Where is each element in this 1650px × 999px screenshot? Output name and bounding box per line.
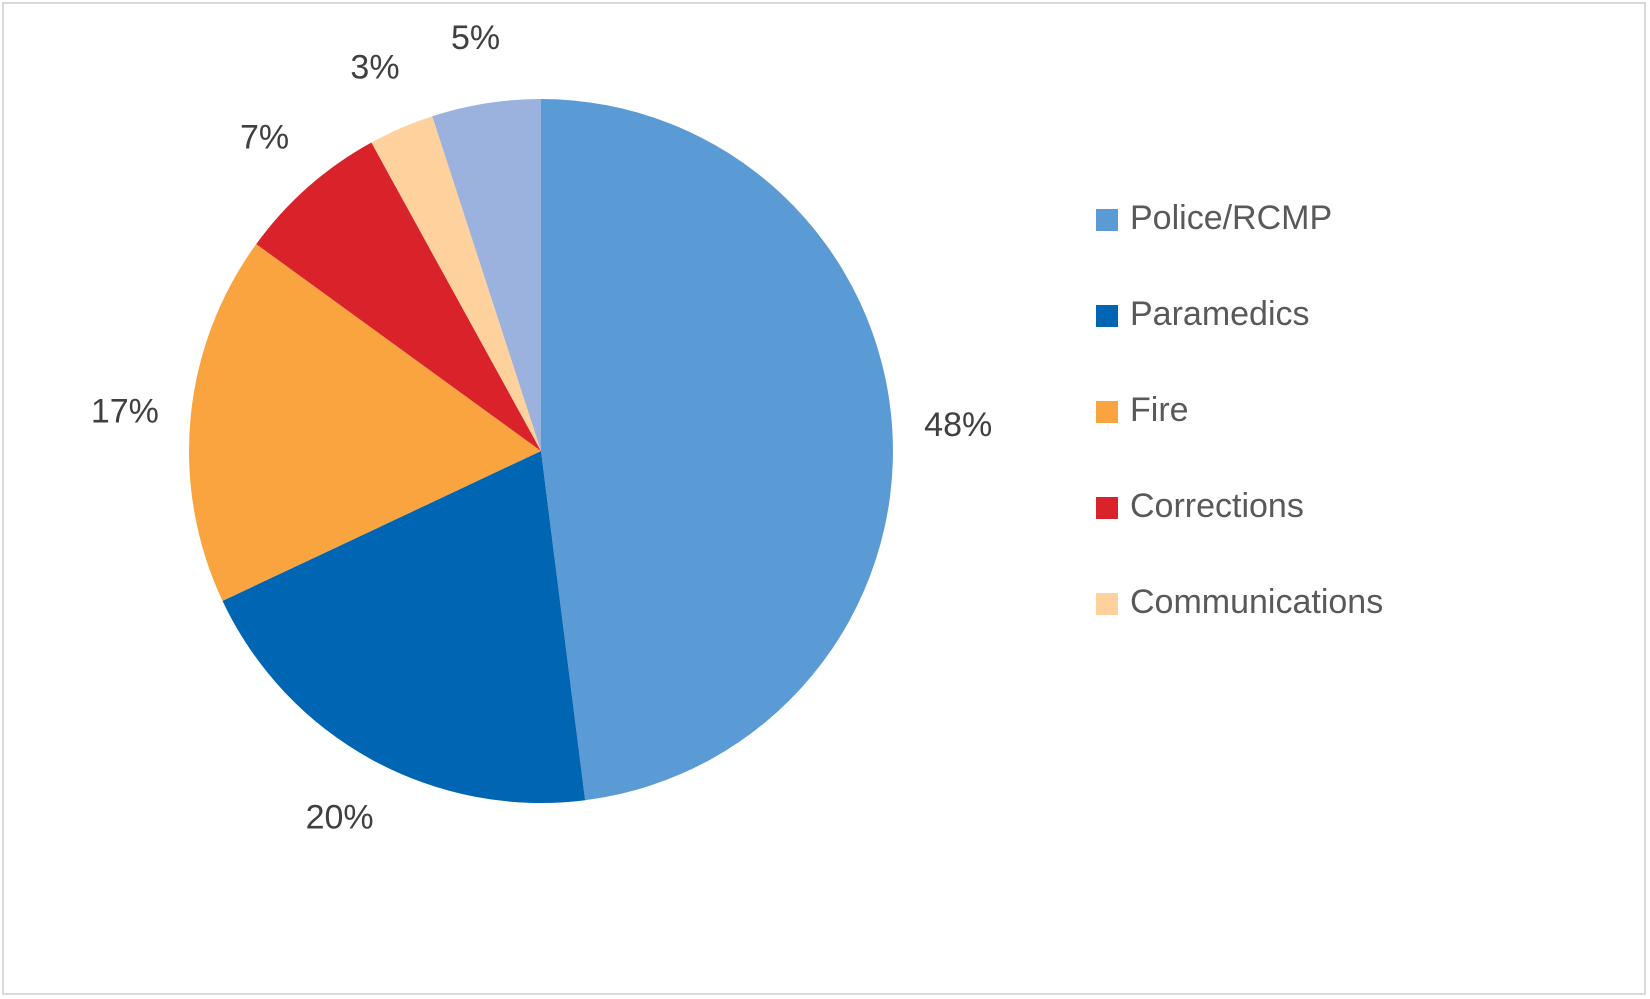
- pie-slice-corrections: [256, 142, 541, 452]
- legend-item-paramedics: Paramedics: [1096, 292, 1383, 388]
- data-label-corrections: 7%: [240, 119, 289, 157]
- data-label-fire: 17%: [91, 393, 159, 431]
- legend-item-police-rcmp: Police/RCMP: [1096, 196, 1383, 292]
- data-label-paramedics: 20%: [306, 798, 374, 836]
- legend-item-corrections: Corrections: [1096, 484, 1383, 580]
- data-label-communications: 3%: [350, 48, 399, 86]
- pie-slice-communications: [371, 116, 541, 451]
- legend-label-fire: Fire: [1130, 391, 1189, 429]
- legend-label-communications: Communications: [1130, 583, 1384, 621]
- legend-item-fire: Fire: [1096, 388, 1383, 484]
- legend-swatch-corrections: [1096, 497, 1118, 519]
- pie-slice-unlabeled-5: [432, 99, 541, 451]
- legend-swatch-paramedics: [1096, 305, 1118, 327]
- legend-label-corrections: Corrections: [1130, 487, 1304, 525]
- pie-slices: [189, 99, 893, 803]
- pie-slice-paramedics: [222, 451, 586, 803]
- legend-swatch-police-rcmp: [1096, 209, 1118, 231]
- legend: Police/RCMP Paramedics Fire Corrections …: [1096, 196, 1383, 676]
- data-label-police-rcmp: 48%: [924, 406, 992, 444]
- legend-label-police-rcmp: Police/RCMP: [1130, 199, 1333, 237]
- legend-swatch-communications: [1096, 593, 1118, 615]
- data-labels: 48% 20% 17% 7% 3% 5%: [91, 19, 992, 836]
- legend-item-communications: Communications: [1096, 580, 1383, 676]
- legend-label-paramedics: Paramedics: [1130, 295, 1310, 333]
- pie-slice-fire: [189, 244, 542, 601]
- data-label-unlabeled-5: 5%: [451, 19, 500, 57]
- legend-swatch-fire: [1096, 401, 1118, 423]
- pie-slice-police-rcmp: [541, 99, 893, 801]
